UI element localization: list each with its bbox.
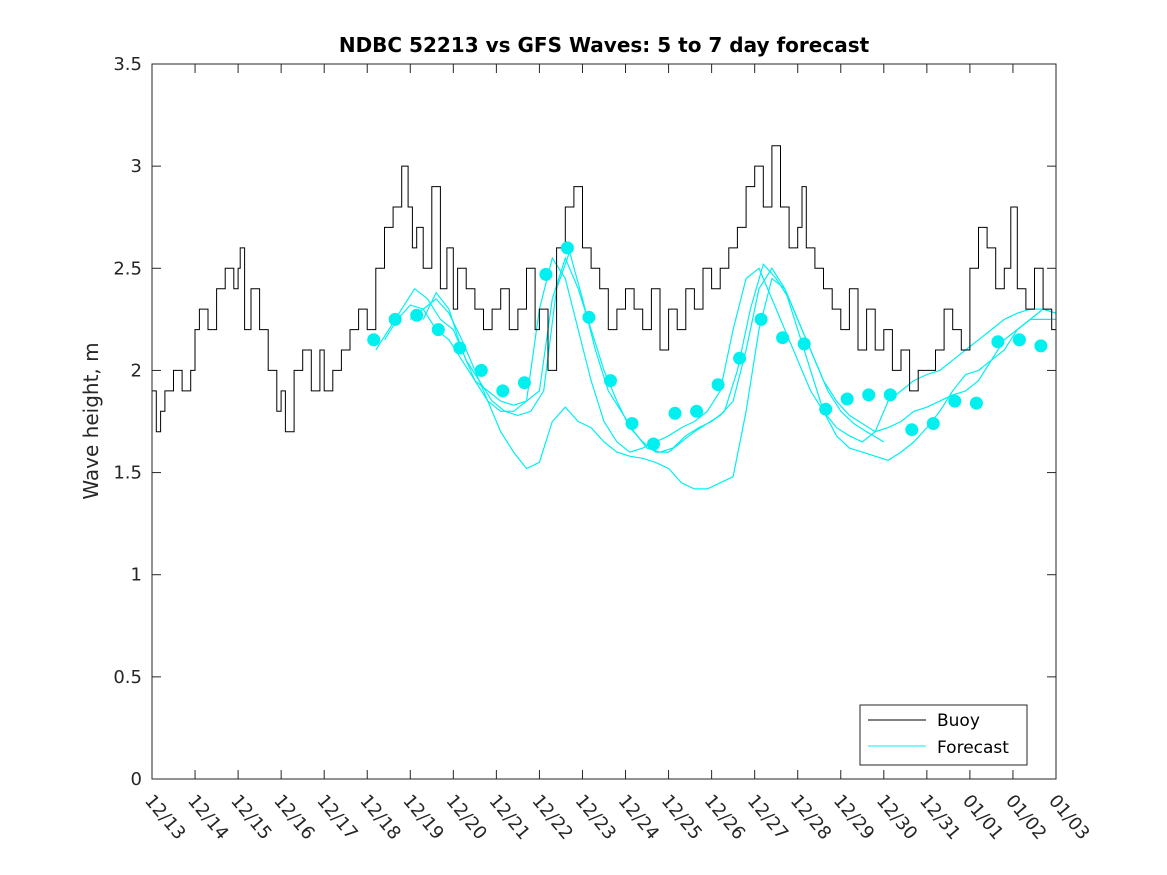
forecast-point	[367, 333, 381, 347]
legend: Buoy Forecast	[859, 704, 1028, 766]
forecast-markers	[367, 241, 1048, 451]
chart-title: NDBC 52213 vs GFS Waves: 5 to 7 day fore…	[339, 33, 870, 57]
y-tick-label: 0.5	[113, 667, 142, 688]
forecast-point	[496, 384, 510, 398]
y-axis: 0 0.5 1 1.5 2 2.5 3 3.5	[113, 54, 1056, 790]
y-tick-label: 3	[131, 156, 142, 177]
forecast-point	[582, 310, 596, 324]
forecast-run-line	[409, 277, 1057, 490]
buoy-line	[152, 145, 1057, 433]
forecast-point	[733, 351, 747, 365]
forecast-point	[1012, 333, 1026, 347]
forecast-point	[883, 388, 897, 402]
y-tick-label: 0	[131, 769, 142, 790]
forecast-point	[453, 341, 467, 355]
forecast-point	[625, 417, 639, 430]
y-tick-label: 2.5	[113, 258, 142, 279]
forecast-point	[797, 337, 811, 351]
y-axis-label: Wave height, m	[79, 342, 103, 499]
forecast-point	[991, 335, 1005, 349]
forecast-point	[711, 378, 725, 392]
forecast-point	[926, 417, 940, 430]
forecast-run-line	[383, 256, 1056, 453]
forecast-point	[410, 308, 424, 322]
forecast-point	[431, 323, 445, 337]
legend-forecast-label: Forecast	[937, 738, 1009, 758]
buoy-series	[152, 145, 1057, 433]
forecast-point	[905, 423, 919, 437]
forecast-point	[604, 374, 617, 388]
forecast-point	[647, 437, 660, 451]
legend-box	[859, 704, 1028, 766]
forecast-point	[776, 331, 790, 345]
forecast-point	[1034, 339, 1048, 353]
legend-buoy-label: Buoy	[937, 711, 980, 731]
forecast-point	[474, 363, 488, 377]
y-tick-label: 1	[131, 565, 142, 586]
forecast-point	[517, 376, 531, 390]
forecast-point	[948, 394, 962, 408]
plot-frame	[151, 63, 1057, 780]
y-tick-label: 1.5	[113, 463, 142, 484]
forecast-point	[969, 396, 983, 410]
forecast-point	[819, 402, 833, 416]
forecast-point	[388, 312, 402, 326]
forecast-point	[539, 267, 553, 281]
forecast-point	[560, 241, 574, 255]
forecast-point	[862, 388, 876, 402]
forecast-point	[668, 406, 682, 420]
forecast-point	[690, 404, 704, 418]
forecast-point	[754, 312, 768, 326]
y-tick-label: 2	[131, 360, 142, 381]
y-tick-label: 3.5	[113, 54, 142, 75]
forecast-point	[840, 392, 854, 406]
